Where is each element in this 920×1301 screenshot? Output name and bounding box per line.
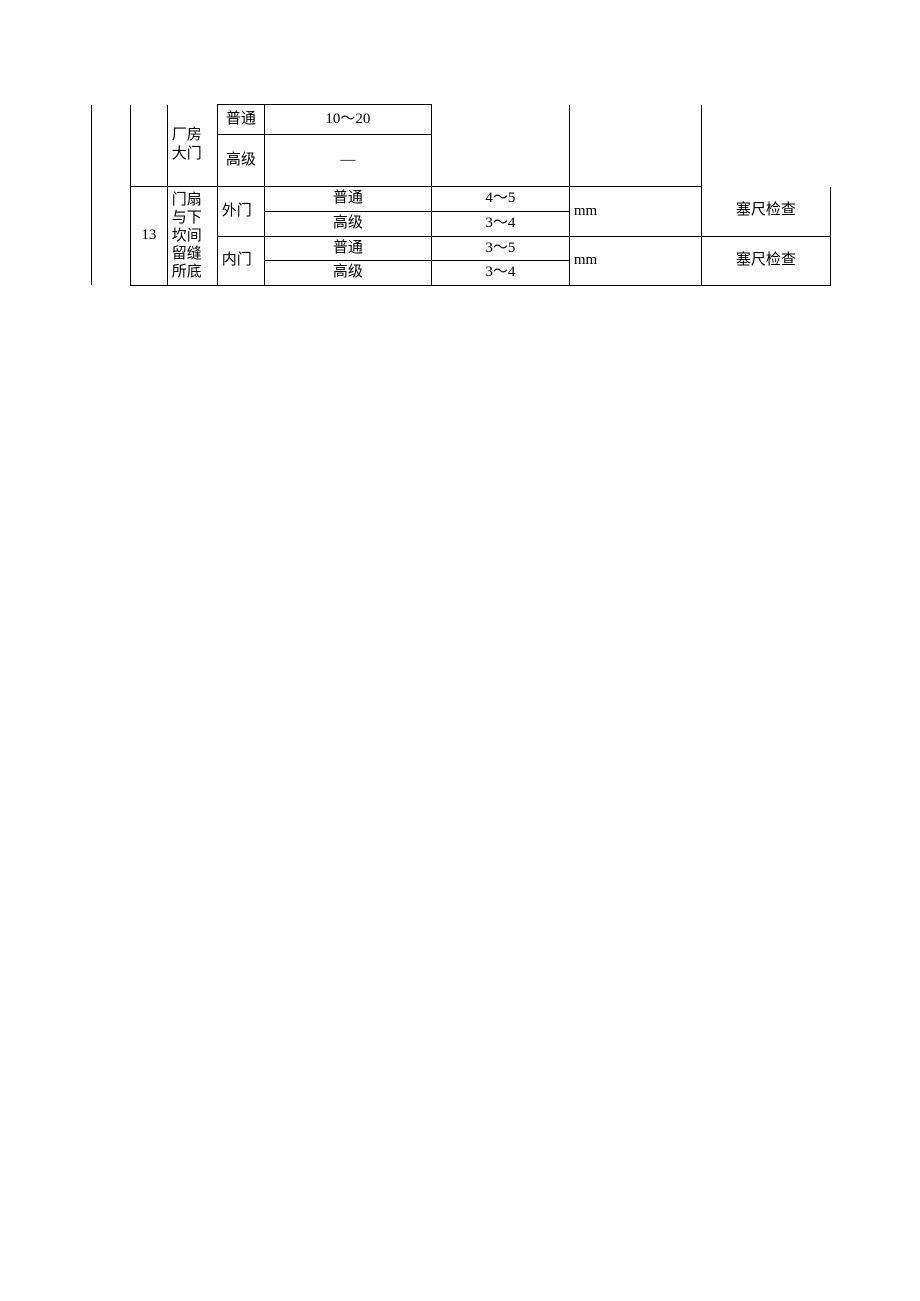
cell-blank-b1 xyxy=(130,105,167,187)
cell-value-1a: 10～20 xyxy=(265,105,432,135)
cell-grade-1a: 普通 xyxy=(217,105,264,135)
cell-grade-2b: 高级 xyxy=(265,212,432,237)
cell-blank-a1 xyxy=(92,105,131,187)
cell-desc-13: 门扇与下坎间留缝所底 xyxy=(167,187,217,286)
cell-grade-1b: 高级 xyxy=(217,135,264,187)
cell-unit-1 xyxy=(431,105,569,187)
cell-value-2b: 3～4 xyxy=(431,212,569,237)
cell-blank-a2 xyxy=(92,187,131,286)
cell-unit-3: mm xyxy=(569,236,701,285)
cell-grade-2a: 普通 xyxy=(265,187,432,212)
cell-grade-3a: 普通 xyxy=(265,236,432,261)
cell-outer-door: 外门 xyxy=(217,187,264,237)
cell-value-2a: 4～5 xyxy=(431,187,569,212)
cell-inner-door: 内门 xyxy=(217,236,264,285)
cell-index-13: 13 xyxy=(130,187,167,286)
cell-value-1b: — xyxy=(265,135,432,187)
cell-method-3: 塞尺检查 xyxy=(701,236,830,285)
cell-unit-2: mm xyxy=(569,187,701,237)
spec-table: 厂房大门 普通 10～20 高级 — 13 门扇与下坎间留缝所底 外门 普通 4… xyxy=(91,104,831,286)
cell-grade-3b: 高级 xyxy=(265,261,432,286)
cell-method-1 xyxy=(569,105,701,187)
cell-method-2: 塞尺检查 xyxy=(701,187,830,237)
cell-value-3a: 3～5 xyxy=(431,236,569,261)
cell-category-1: 厂房大门 xyxy=(167,105,217,187)
cell-value-3b: 3～4 xyxy=(431,261,569,286)
